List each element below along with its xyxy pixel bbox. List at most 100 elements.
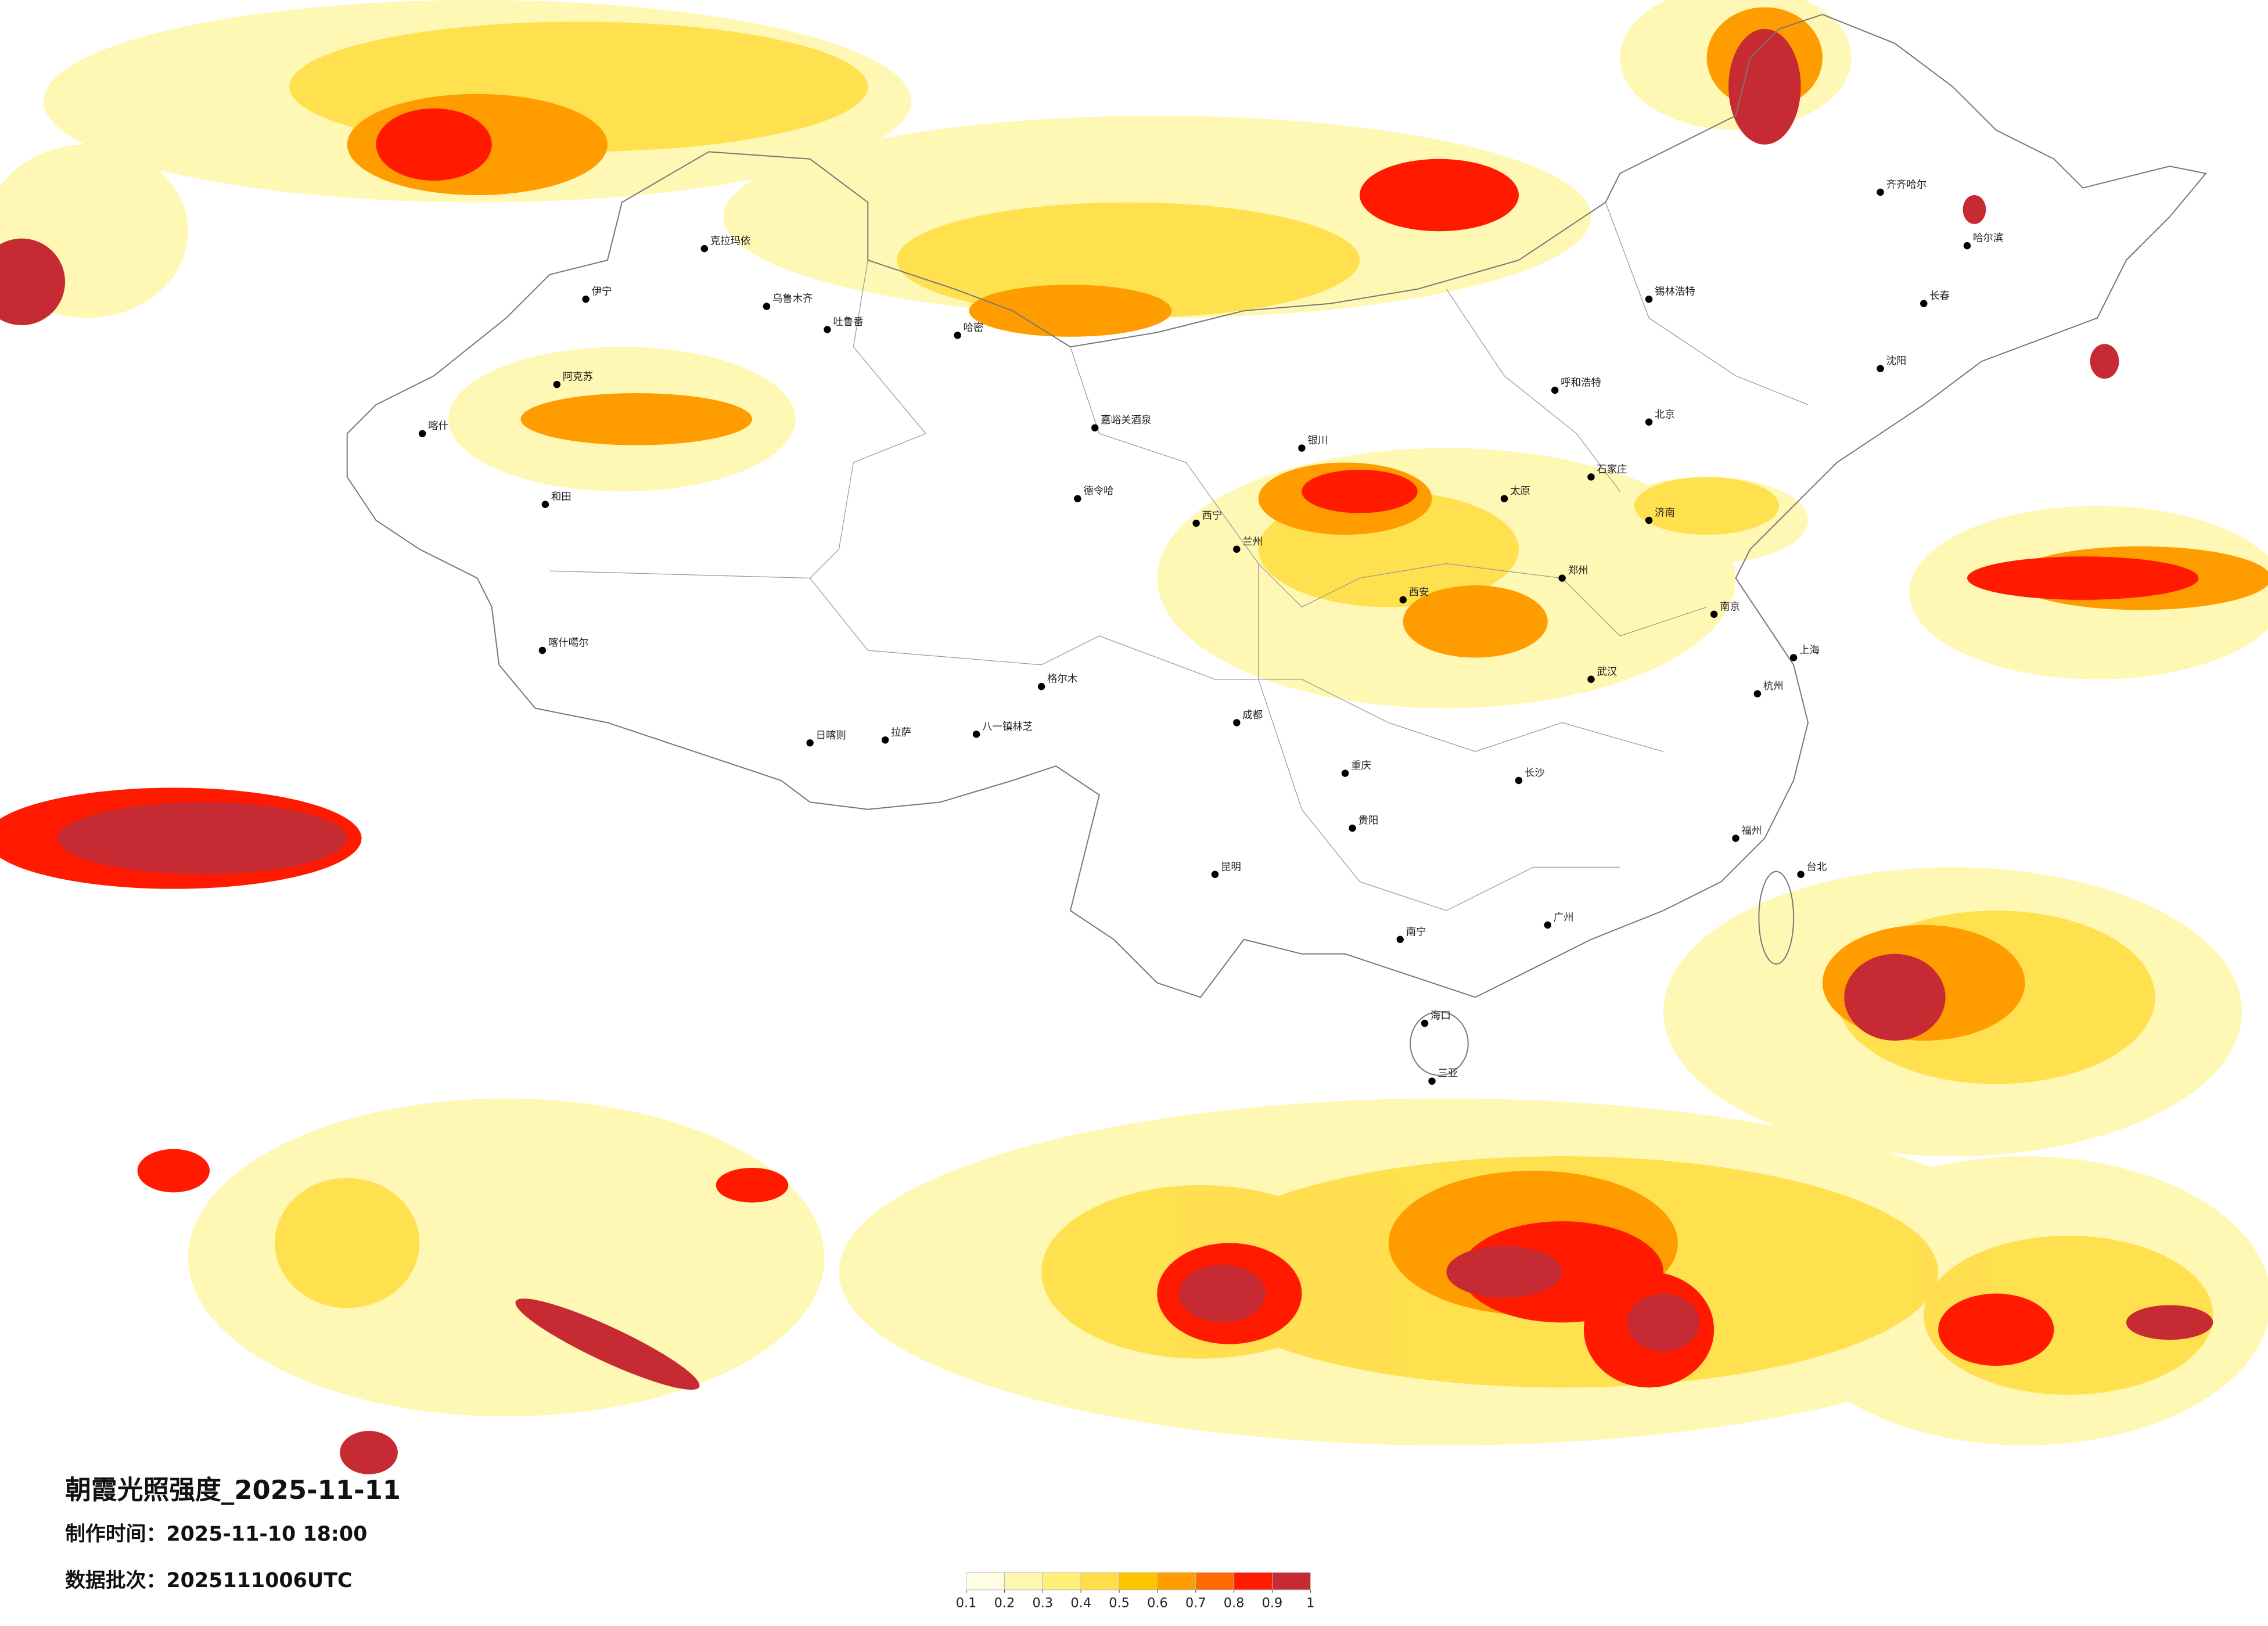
colorbar-box — [1234, 1572, 1273, 1591]
province-lines — [549, 202, 1809, 911]
city-label: 济南 — [1655, 508, 1675, 519]
city-label: 锡林浩特 — [1655, 286, 1695, 298]
city-label: 海口 — [1430, 1010, 1451, 1022]
city-label: 沈阳 — [1886, 355, 1907, 367]
city-label: 北京 — [1655, 409, 1675, 420]
city-dot — [1298, 444, 1306, 452]
city-dot — [1349, 824, 1356, 832]
city-dot — [1192, 519, 1200, 527]
city-label: 拉萨 — [891, 727, 911, 739]
colorbar-tick-label: 0.5 — [1109, 1596, 1130, 1611]
city-label: 武汉 — [1597, 666, 1617, 678]
city-label: 银川 — [1307, 435, 1328, 447]
city-label: 呼和浩特 — [1561, 377, 1601, 389]
city-label: 南宁 — [1406, 926, 1426, 938]
city-label: 八一镇林芝 — [982, 721, 1033, 733]
batch: 数据批次：2025111006UTC — [65, 1569, 352, 1592]
city-dot — [1920, 300, 1928, 307]
city-dot — [1428, 1077, 1436, 1085]
colorbar-tick-label: 0.6 — [1147, 1596, 1168, 1611]
city-label: 伊宁 — [592, 286, 612, 298]
city-label: 兰州 — [1242, 536, 1263, 548]
city-label: 贵阳 — [1358, 815, 1379, 827]
city-dot — [1753, 690, 1762, 697]
city-label: 西宁 — [1202, 510, 1223, 522]
colorbar-box — [1004, 1572, 1043, 1591]
colorbar-tick-label: 0.4 — [1070, 1596, 1091, 1611]
city-dot — [1037, 683, 1045, 690]
city-label: 广州 — [1554, 912, 1574, 923]
city-label: 德令哈 — [1083, 485, 1113, 497]
city-dot — [806, 739, 814, 747]
city-dot — [1587, 675, 1595, 683]
city-dot — [881, 736, 889, 744]
city-dot — [1500, 495, 1508, 502]
city-dot — [1233, 545, 1241, 553]
city-label: 重庆 — [1351, 760, 1371, 772]
city-label: 喀什噶尔 — [548, 638, 589, 649]
city-label: 南京 — [1720, 601, 1740, 613]
city-label: 长沙 — [1525, 768, 1545, 779]
city-dot — [541, 501, 549, 508]
city-dot — [1877, 188, 1884, 196]
city-dot — [1396, 936, 1404, 943]
colorbar-box — [1080, 1572, 1120, 1591]
city-dot — [582, 295, 590, 303]
city-label: 喀什 — [428, 420, 448, 432]
city-dot — [1963, 242, 1971, 250]
city-label: 乌鲁木齐 — [772, 293, 813, 305]
made-time: 制作时间：2025-11-10 18:00 — [65, 1523, 367, 1546]
city-dot — [1587, 473, 1595, 481]
colorbar-box — [1195, 1572, 1235, 1591]
city-label: 长春 — [1929, 290, 1950, 302]
city-dot — [1645, 516, 1653, 524]
colorbar-box — [1157, 1572, 1196, 1591]
city-label: 石家庄 — [1597, 464, 1627, 476]
city-dot — [553, 380, 561, 388]
city-dot — [1515, 776, 1523, 785]
city-label: 哈尔滨 — [1973, 233, 2003, 244]
colorbar: 0.1 0.2 0.3 0.4 0.5 0.6 0.7 0.8 0.9 1 — [956, 1572, 1314, 1611]
city-dot — [1341, 769, 1349, 777]
city-dot — [1645, 295, 1653, 303]
city-dot — [1074, 495, 1081, 502]
colorbar-box — [1271, 1572, 1311, 1591]
city-label: 哈密 — [964, 322, 984, 334]
city-label: 西安 — [1409, 587, 1429, 598]
city-dot — [700, 244, 709, 253]
city-label: 福州 — [1741, 825, 1762, 837]
city-dot — [1544, 921, 1551, 929]
city-label: 上海 — [1799, 645, 1820, 656]
colorbar-box — [1042, 1572, 1081, 1591]
city-label: 阿克苏 — [563, 372, 593, 383]
city-dot — [1399, 596, 1407, 604]
city-dot — [1710, 610, 1718, 618]
city-dot — [1233, 719, 1241, 726]
city-label: 嘉峪关酒泉 — [1101, 415, 1151, 426]
heat-field — [0, 0, 2268, 1474]
city-label: 昆明 — [1221, 861, 1241, 873]
city-dot — [972, 731, 980, 738]
city-label: 格尔木 — [1047, 674, 1077, 685]
city-dot — [1789, 654, 1798, 661]
colorbar-tick-label: 0.9 — [1262, 1596, 1283, 1611]
city-dot — [824, 326, 831, 333]
city-dot — [1732, 834, 1739, 842]
city-label: 杭州 — [1763, 681, 1784, 692]
taiwan-outline — [1758, 870, 1795, 965]
city-dot — [1551, 386, 1559, 394]
city-dot — [1211, 870, 1219, 878]
city-dot — [1558, 574, 1566, 582]
city-label: 台北 — [1807, 861, 1827, 873]
city-dot — [1421, 1019, 1429, 1027]
city-dot — [1797, 870, 1805, 878]
city-dot — [418, 430, 426, 437]
city-label: 郑州 — [1568, 565, 1588, 577]
colorbar-box — [966, 1572, 1005, 1591]
city-label: 克拉玛依 — [710, 236, 751, 247]
colorbar-tick-label: 0.3 — [1033, 1596, 1054, 1611]
city-dot — [954, 332, 961, 339]
